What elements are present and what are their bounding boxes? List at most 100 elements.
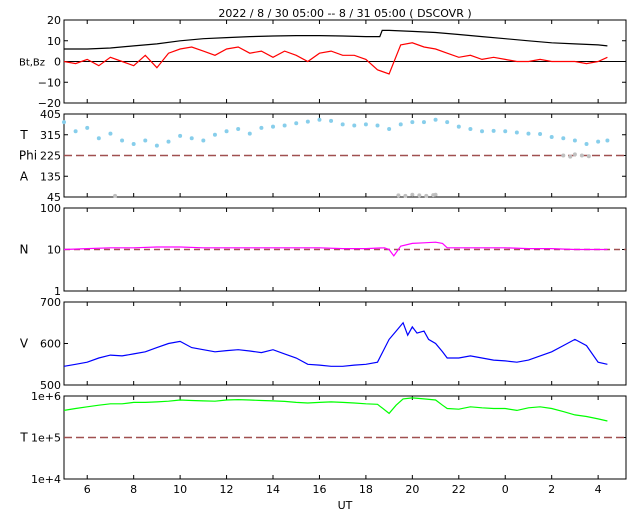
data-point [166, 139, 171, 144]
x-tick-label: 20 [405, 483, 419, 496]
x-tick-label: 6 [84, 483, 91, 496]
data-point [417, 193, 422, 198]
data-point [189, 136, 194, 141]
panel-4: 700 600 500 V [20, 296, 627, 392]
data-point [433, 192, 438, 197]
data-point [410, 120, 415, 125]
x-axis-label: UT [338, 499, 353, 512]
data-point [143, 138, 148, 143]
y-tick-label: 700 [40, 296, 61, 309]
series-line [63, 397, 608, 422]
data-point [538, 132, 543, 137]
data-point [236, 126, 241, 131]
data-point [549, 135, 554, 140]
y-axis-label: Bt,Bz [19, 58, 45, 69]
y-tick-label: 405 [40, 108, 61, 121]
y-tick-label: 10 [47, 35, 61, 48]
x-tick-label: 22 [452, 483, 466, 496]
data-point [503, 129, 508, 134]
x-tick-label: 2 [548, 483, 555, 496]
data-point [247, 131, 252, 136]
data-point [572, 152, 577, 157]
panel-5: 1e+6 1e+5 1e+4 6 8 10 12 14 16 18 20 22 0 2 4 T [19, 390, 627, 496]
data-point [410, 192, 415, 197]
panel-1: 20 10 0 −10 −20 Bt,Bz [19, 14, 627, 110]
data-point [396, 193, 401, 198]
panel-frame [63, 301, 627, 386]
panels: 20100−10−20Bt,Bz40531522513545TPhiA10010… [19, 14, 627, 496]
data-point [85, 125, 90, 130]
data-point [491, 128, 496, 133]
data-point [561, 153, 566, 158]
panel-2: 405 315 225 135 45 T Phi A [19, 108, 627, 204]
data-point [224, 129, 229, 134]
data-point [456, 124, 461, 129]
data-point [605, 138, 610, 143]
y-tick-label: 315 [40, 129, 61, 142]
x-tick-label: 12 [220, 483, 234, 496]
data-point [514, 130, 519, 135]
data-point [375, 123, 380, 128]
x-tick-label: 14 [266, 483, 280, 496]
data-point [282, 123, 287, 128]
data-point [201, 138, 206, 143]
data-point [433, 117, 438, 122]
data-point [572, 138, 577, 143]
data-point [596, 139, 601, 144]
y-tick-label: 20 [47, 14, 61, 27]
data-point [561, 136, 566, 141]
y-tick-label: 10 [47, 244, 61, 257]
x-tick-label: 18 [359, 483, 373, 496]
y-axis-label: A [20, 169, 29, 183]
series-line [63, 321, 608, 367]
series-line [64, 29, 608, 50]
data-point [178, 133, 183, 138]
data-point [352, 123, 357, 128]
y-tick-label: 1 [54, 285, 61, 298]
y-axis-label: T [19, 431, 28, 445]
data-point [96, 136, 101, 141]
y-tick-label: 600 [40, 338, 61, 351]
data-point [154, 143, 159, 148]
data-point [259, 125, 264, 130]
y-tick-label: 225 [40, 150, 61, 163]
y-tick-label: 45 [47, 191, 61, 204]
y-axis-label: Phi [19, 149, 37, 163]
data-point [403, 193, 408, 198]
data-point [108, 131, 113, 136]
data-point [340, 122, 345, 127]
y-axis-label: T [19, 128, 28, 142]
x-tick-label: 4 [595, 483, 602, 496]
data-point [212, 132, 217, 137]
x-tick-label: 0 [502, 483, 509, 496]
data-point [579, 153, 584, 158]
x-tick-label: 8 [130, 483, 137, 496]
y-tick-label: −20 [38, 97, 61, 110]
data-point [584, 141, 589, 146]
series-line [63, 42, 608, 75]
y-tick-label: 1e+5 [31, 432, 61, 445]
y-tick-label: 500 [40, 379, 61, 392]
data-point [398, 122, 403, 127]
y-tick-label: 100 [40, 202, 61, 215]
y-axis-label: N [20, 243, 29, 257]
y-tick-label: −10 [38, 76, 61, 89]
data-point [526, 131, 531, 136]
panel-3: 100 10 1 N [20, 202, 627, 298]
data-point [568, 154, 573, 159]
data-point [586, 154, 591, 159]
x-tick-label: 16 [312, 483, 326, 496]
data-point [113, 193, 118, 198]
data-point [424, 193, 429, 198]
y-tick-label: 0 [54, 56, 61, 69]
data-point [120, 138, 125, 143]
series-line [63, 241, 608, 257]
data-point [445, 120, 450, 125]
data-point [329, 118, 334, 123]
x-tick-label: 10 [173, 483, 187, 496]
data-point [480, 129, 485, 134]
data-point [131, 141, 136, 146]
data-point [271, 124, 276, 129]
data-point [62, 120, 66, 125]
